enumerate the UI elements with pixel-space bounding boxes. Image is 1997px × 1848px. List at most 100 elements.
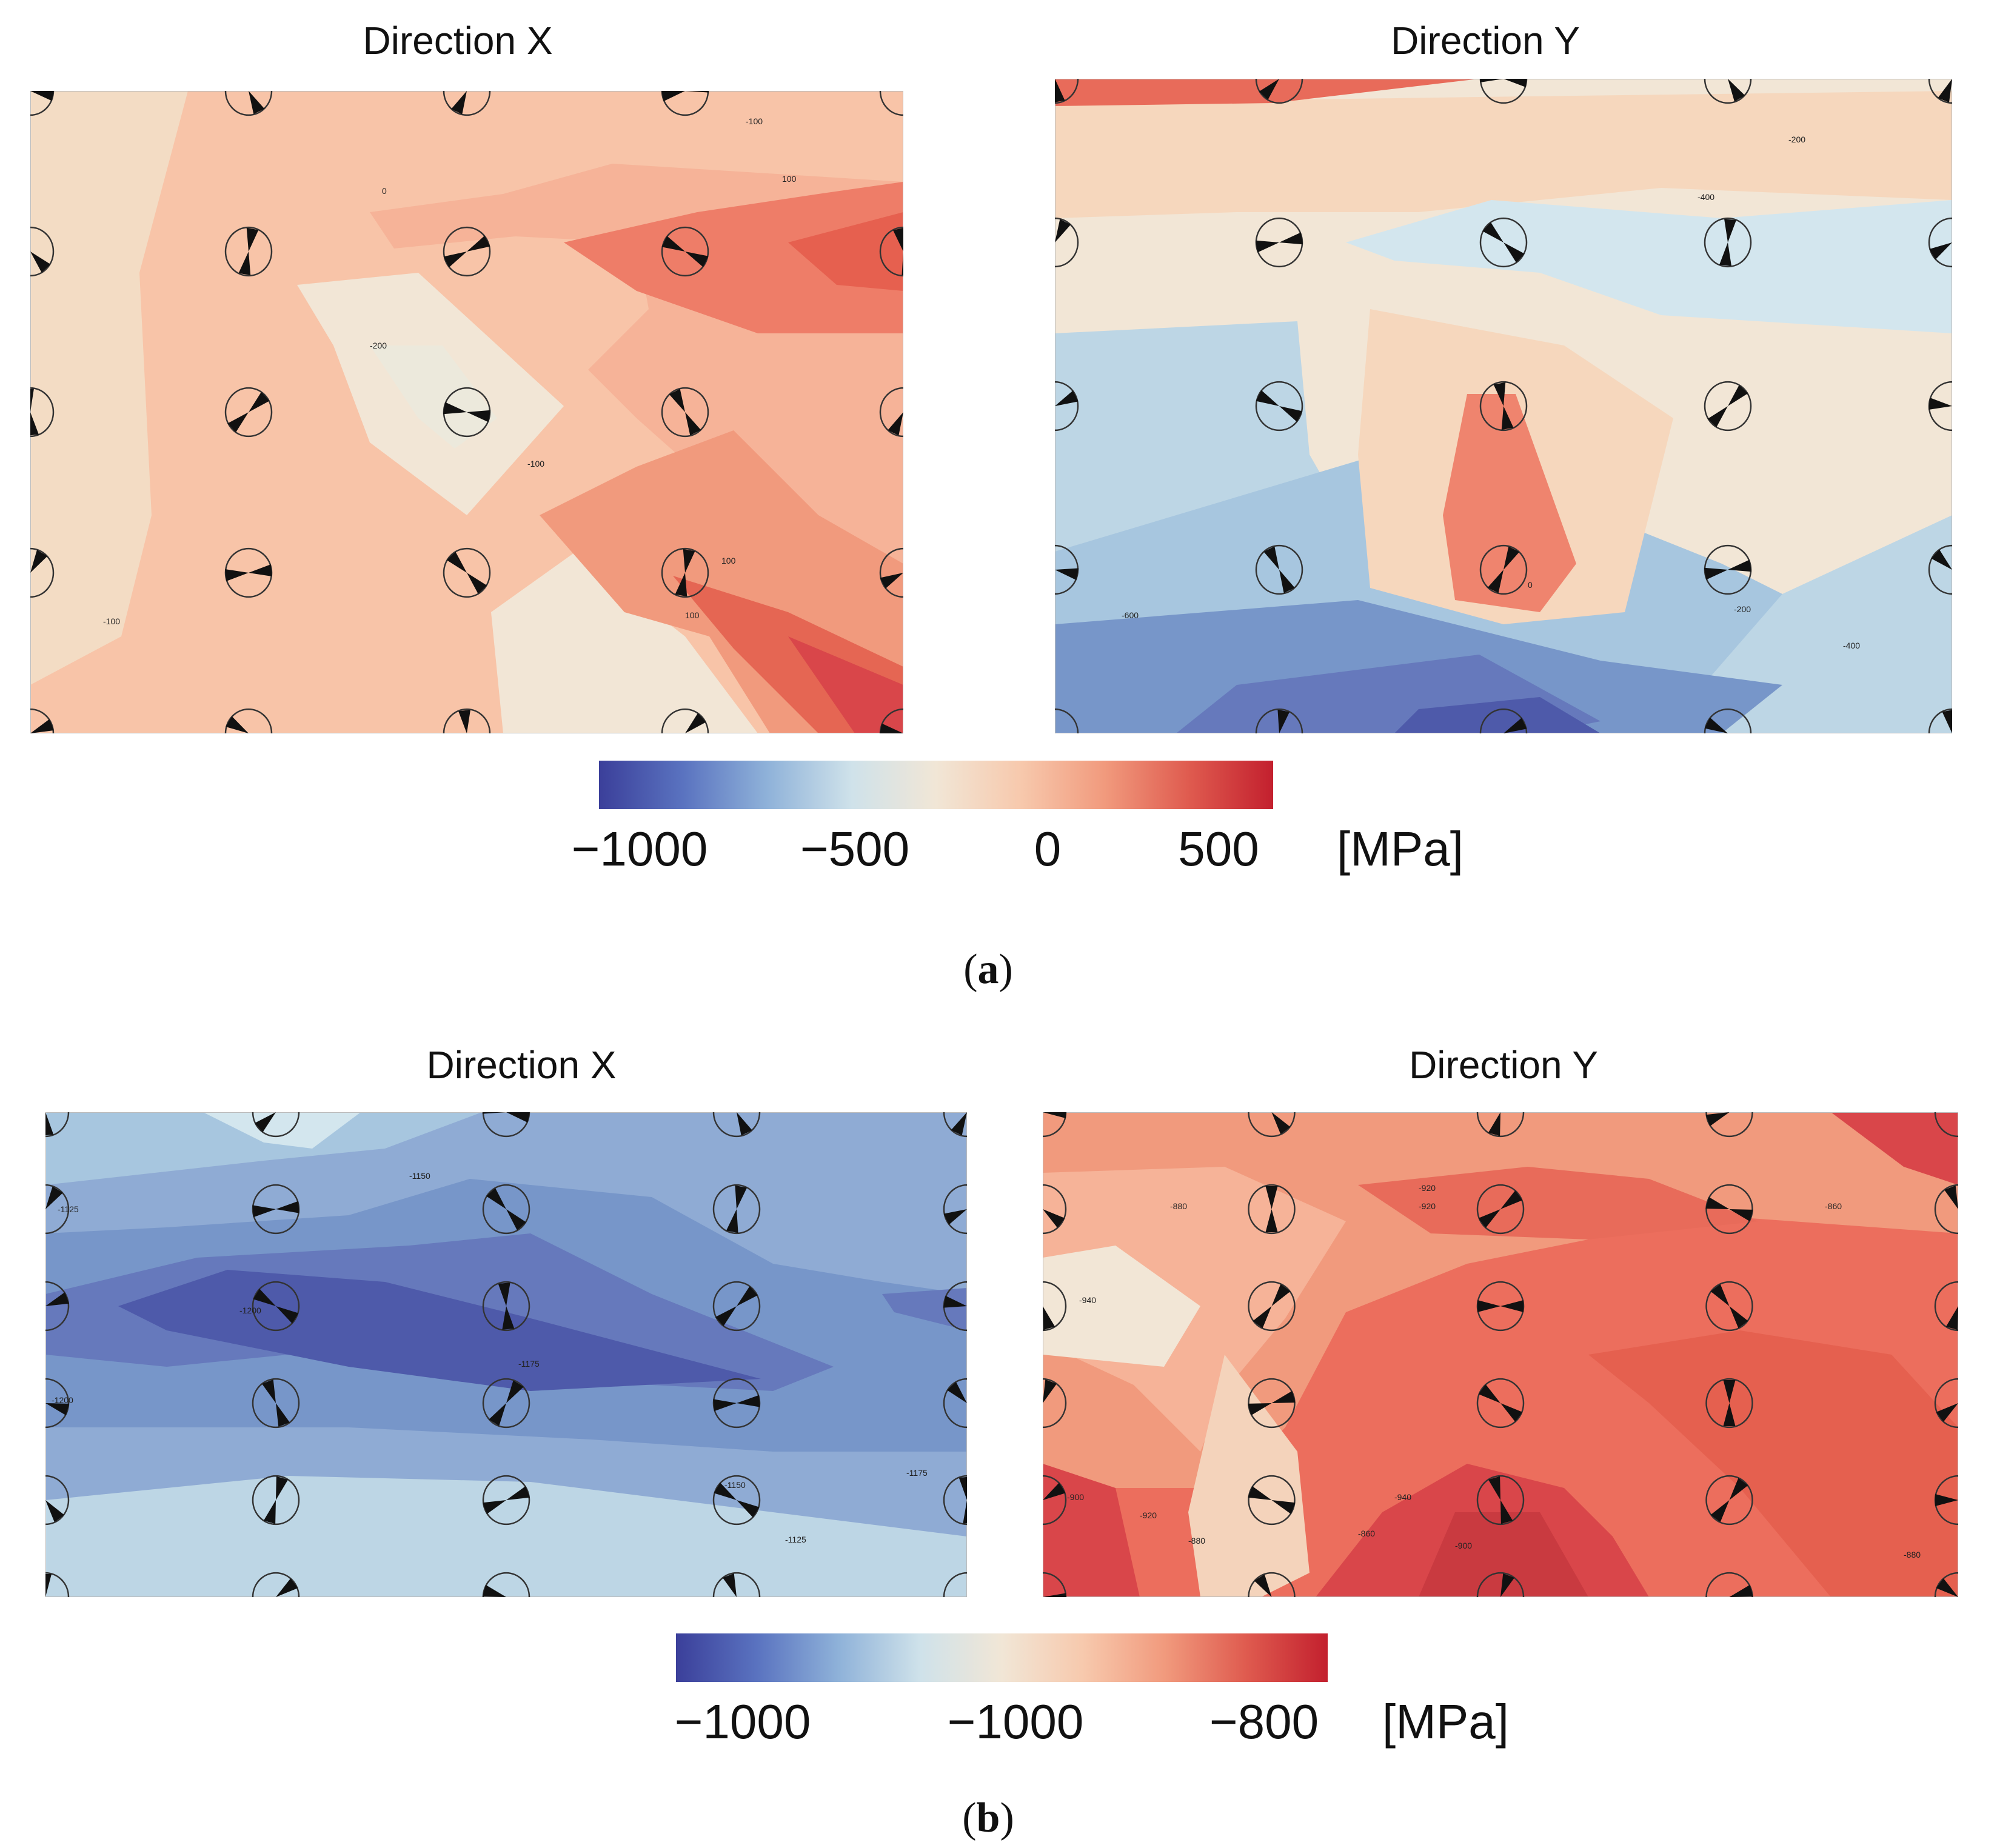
colorbar-b-tick-2: −800 [1209,1695,1319,1749]
stress-marker [712,1378,761,1429]
stress-marker [30,91,55,116]
stress-marker [1479,544,1528,595]
colorbar-b-fill [676,1633,1328,1682]
title-a-x: Direction X [363,19,553,62]
contour-label: -900 [1455,1541,1472,1550]
stress-marker [482,1184,530,1235]
contour-label: 100 [685,610,700,620]
stress-markers-b-y [1043,1112,1958,1597]
stress-marker [1055,79,1079,104]
stress-marker [1248,1572,1296,1597]
stress-marker [1476,1572,1525,1597]
contour-label: -200 [1734,604,1751,614]
title-b-y: Direction Y [1409,1043,1598,1087]
stress-marker [879,226,903,277]
contour-label: -100 [103,616,120,626]
region-darkred-right [1831,1112,1958,1185]
contour-map-b-y: -880 -920 -860 -920 -940 -860 -880 -900 -920 -880… [1043,1112,1958,1597]
colorbar-a-tick-3: 500 [1178,822,1259,876]
stress-marker [712,1281,761,1332]
stress-marker [1248,1112,1296,1138]
region-red-right [564,182,903,333]
stress-marker [1928,217,1952,268]
stress-marker [224,547,273,598]
stress-marker [1705,1184,1753,1235]
stress-marker [30,387,55,438]
stress-marker [1043,1184,1067,1235]
colorbar-b-tick-0: −1000 [674,1695,811,1749]
stress-marker [1043,1475,1067,1526]
colorbar-a-tick-1: −500 [800,822,910,876]
contour-label: 100 [782,174,797,184]
contour-map-a-y: -200 -400 0 -200 -600 -400 [1055,79,1952,733]
stress-marker [482,1475,530,1526]
caption-a: (a) [963,946,1013,993]
colorbar-a-tick-0: −1000 [571,822,708,876]
region-cream-center [1188,1355,1310,1597]
stress-marker [1043,1378,1067,1429]
contour-label: -600 [1122,610,1139,620]
stress-marker [1704,79,1752,104]
stress-marker [224,226,273,277]
region-red-center [1443,394,1576,612]
stress-marker [1479,79,1528,104]
contour-label: -100 [746,116,763,126]
stress-marker [443,547,491,598]
region-cream-bottom [491,552,758,733]
contour-label: -880 [1904,1550,1921,1559]
stress-marker [712,1184,761,1235]
stress-marker [712,1112,761,1138]
region-cream-left [30,91,188,685]
contour-label: 0 [382,186,387,196]
stress-marker [1248,1475,1296,1526]
stress-marker [1705,1378,1753,1429]
stress-marker [1934,1378,1958,1429]
stress-marker [1255,381,1303,432]
region-pale-top [203,1112,361,1149]
stress-marker [443,387,491,438]
stress-marker [45,1378,70,1429]
stress-marker [1476,1378,1525,1429]
stress-marker [443,91,491,116]
stress-marker [1934,1281,1958,1332]
contour-labels-a-x: -100 100 0 -200 -100 100 100 -100 [103,116,797,626]
stress-marker [1934,1572,1958,1597]
stress-marker [1928,708,1952,733]
contour-label: -1175 [518,1359,540,1369]
colorbar-a-unit: [MPa] [1337,822,1463,876]
stress-marker [879,547,903,598]
stress-marker [1248,1378,1296,1429]
stress-marker [1704,544,1752,595]
stress-marker [1928,79,1952,104]
stress-marker [1705,1475,1753,1526]
stress-marker [482,1112,530,1138]
region-darkred-low [788,636,903,733]
stress-marker [661,387,709,438]
stress-marker [661,547,709,598]
stress-markers-a-y [1055,79,1952,733]
stress-marker [1476,1184,1525,1235]
colorbar-a-tick-2: 0 [1034,822,1062,876]
contour-label: -100 [527,459,544,469]
stress-marker [1705,1281,1753,1332]
stress-marker [1255,708,1303,733]
stress-marker [1704,708,1752,733]
contour-map-b-x: -1125 -1150 -1200 -1175 -1200 -1150 -1125 -1175 [45,1112,967,1597]
stress-marker [661,708,709,733]
contour-label: -1125 [58,1204,79,1214]
stress-marker [943,1184,967,1235]
contour-label: -920 [1419,1183,1436,1193]
stress-marker [943,1475,967,1526]
stress-markers-b-x [45,1112,967,1597]
stress-marker [252,1112,300,1138]
contour-label: -1125 [785,1535,806,1544]
stress-marker [943,1281,967,1332]
region-darkred-left [1043,1464,1140,1597]
region-peach-top [1055,91,1952,218]
stress-marker [482,1281,530,1332]
contour-map-a-x: -100 100 0 -200 -100 100 100 -100 [30,91,903,733]
stress-marker [1928,381,1952,432]
stress-marker [30,547,55,598]
stress-marker [1043,1112,1067,1138]
stress-marker [224,387,273,438]
